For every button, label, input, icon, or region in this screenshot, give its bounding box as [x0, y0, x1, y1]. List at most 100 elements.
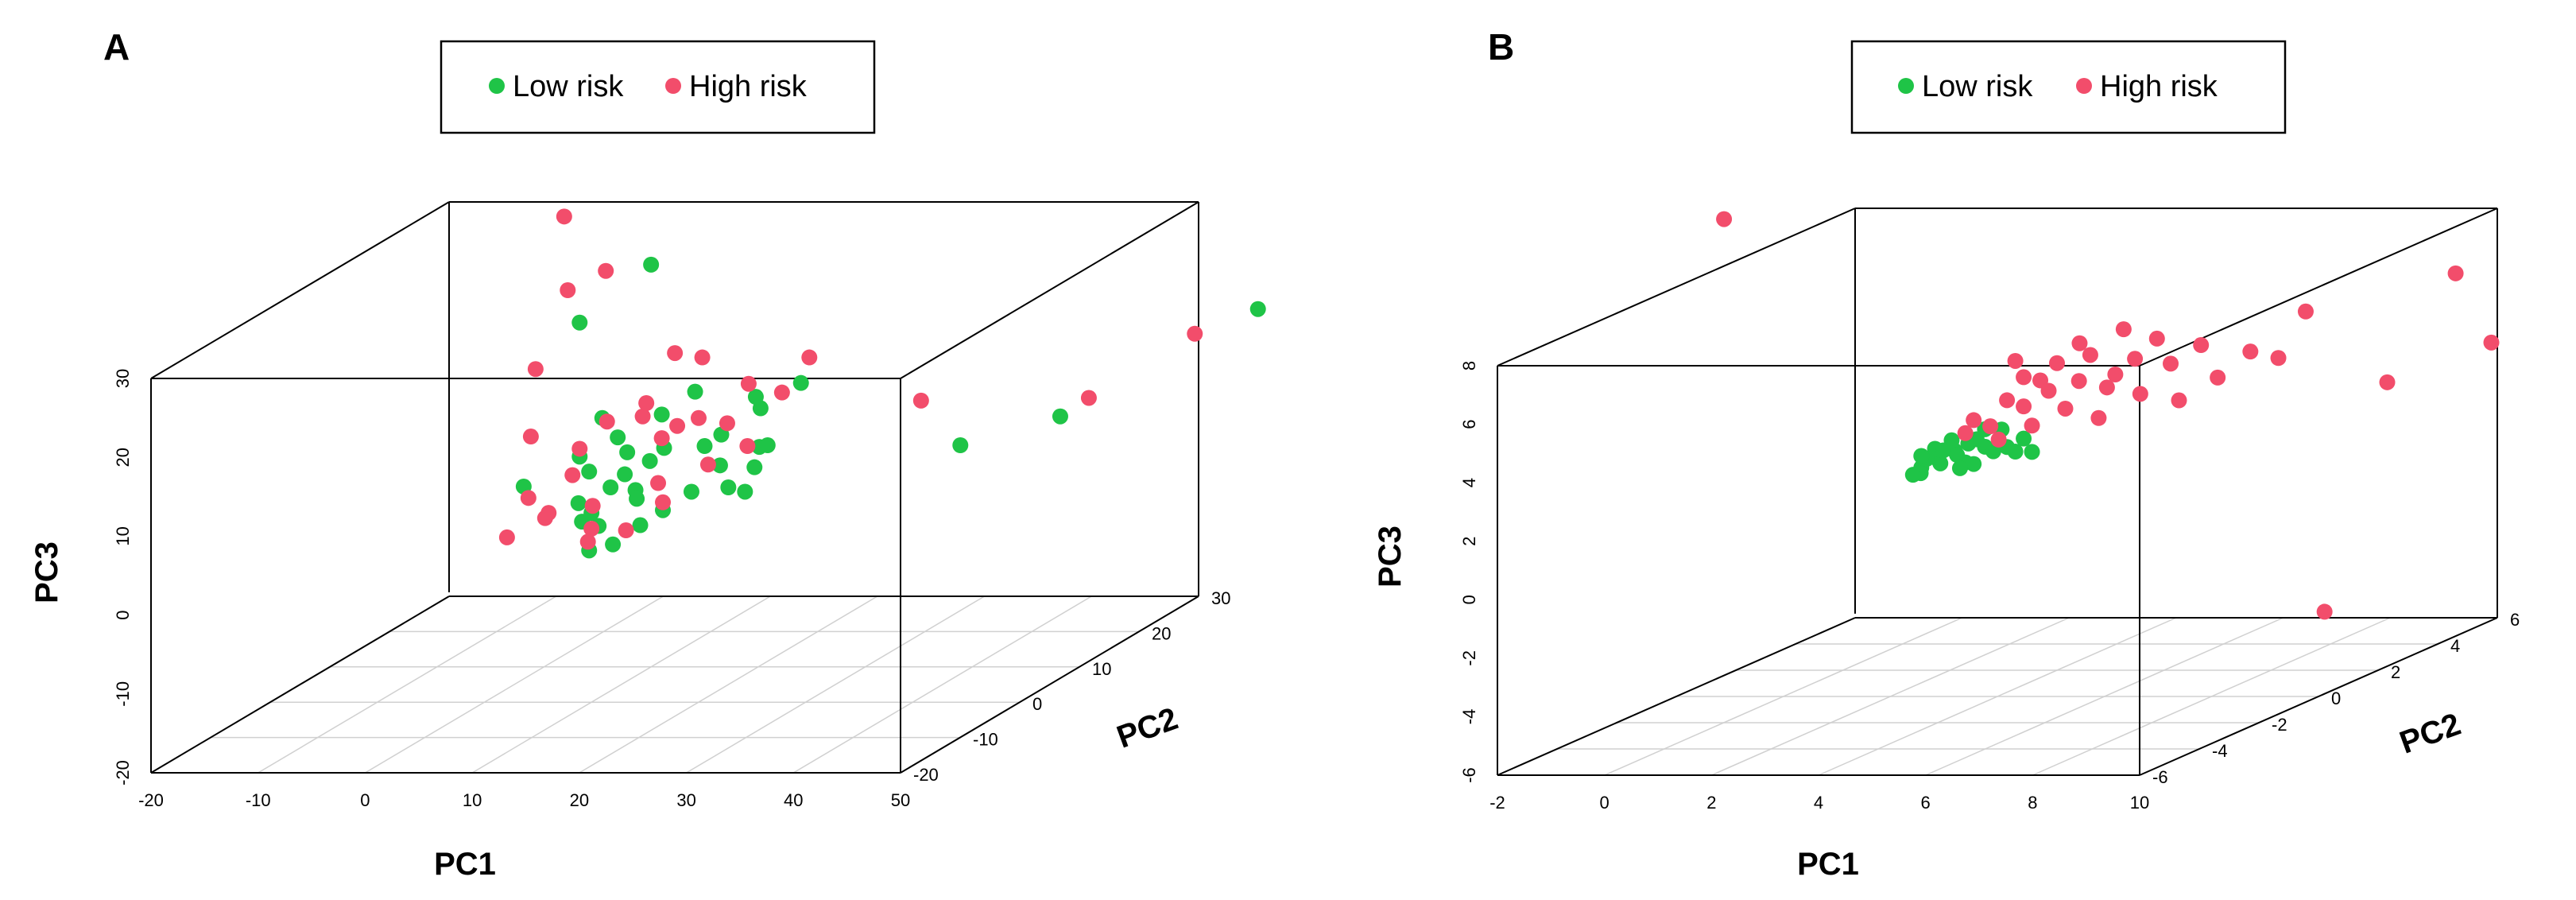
data-points: [498, 208, 1266, 559]
point-high-risk: [2007, 352, 2024, 369]
z-tick-label: 6: [2510, 610, 2520, 630]
floor-grid: [150, 595, 1199, 774]
point-low-risk: [952, 437, 969, 453]
point-low-risk: [687, 383, 703, 400]
point-high-risk: [2040, 382, 2057, 399]
z-tick-label: 20: [1152, 623, 1171, 643]
y-tick-label: 4: [1459, 478, 1479, 487]
point-low-risk: [605, 536, 622, 553]
point-high-risk: [912, 392, 929, 409]
grid-line: [365, 595, 664, 774]
point-high-risk: [1982, 418, 1999, 435]
y-tick-label: 0: [113, 610, 133, 619]
point-high-risk: [655, 494, 671, 510]
point-high-risk: [2316, 603, 2333, 620]
point-high-risk: [1080, 390, 1097, 406]
point-low-risk: [632, 517, 649, 533]
point-high-risk: [2270, 350, 2287, 367]
point-low-risk: [759, 437, 776, 453]
point-high-risk: [739, 438, 756, 455]
point-high-risk: [2193, 337, 2210, 354]
z-tick-label: 30: [1211, 588, 1230, 608]
y-tick-label: 20: [113, 448, 133, 467]
point-high-risk: [2024, 417, 2040, 434]
x-tick-label: 40: [784, 790, 803, 810]
point-high-risk: [2090, 409, 2107, 426]
point-high-risk: [2057, 400, 2074, 417]
point-low-risk: [643, 256, 660, 273]
z-tick-label: -10: [973, 730, 998, 750]
point-low-risk: [1932, 455, 1949, 471]
panel-label: B: [1488, 26, 1514, 68]
point-high-risk: [653, 430, 670, 447]
z-tick-label: 10: [1092, 659, 1111, 679]
x-tick-label: 50: [891, 790, 910, 810]
point-low-risk: [792, 374, 809, 391]
point-high-risk: [2148, 330, 2165, 347]
legend-marker-high-risk: [2076, 78, 2092, 94]
point-high-risk: [618, 522, 634, 539]
x-tick-label: 0: [1600, 793, 1610, 813]
legend-box: [440, 40, 876, 134]
point-high-risk: [638, 395, 655, 411]
panel-b: B Low risk High risk -2 0 2 4 6 8 10-6-4-20246…: [1373, 26, 2520, 882]
point-high-risk: [669, 417, 686, 434]
point-high-risk: [2115, 321, 2132, 338]
point-high-risk: [691, 409, 707, 426]
point-high-risk: [2483, 334, 2500, 351]
point-high-risk: [719, 415, 735, 432]
point-high-risk: [2242, 343, 2259, 360]
point-high-risk: [667, 345, 684, 362]
x-tick-label: 0: [360, 790, 370, 810]
point-low-risk: [1913, 448, 1930, 464]
point-high-risk: [2049, 355, 2065, 371]
point-low-risk: [683, 483, 699, 500]
point-high-risk: [560, 282, 576, 298]
point-high-risk: [584, 498, 601, 514]
point-high-risk: [2127, 351, 2144, 367]
point-high-risk: [527, 361, 544, 378]
point-high-risk: [740, 375, 757, 392]
point-high-risk: [2098, 379, 2115, 396]
point-high-risk: [540, 505, 557, 522]
point-high-risk: [2447, 265, 2464, 281]
legend-label-low-risk: Low risk: [1922, 70, 2033, 103]
point-high-risk: [1716, 211, 1733, 227]
point-high-risk: [598, 413, 615, 430]
point-high-risk: [571, 440, 588, 457]
grid-line: [792, 595, 1092, 774]
y-tick-label: -10: [113, 681, 133, 707]
point-high-risk: [773, 384, 790, 401]
floor-grid: [1497, 617, 2498, 776]
legend-label-high-risk: High risk: [689, 70, 808, 103]
z-axis-title: PC2: [2395, 707, 2465, 761]
point-high-risk: [634, 408, 651, 425]
point-high-risk: [2171, 392, 2187, 409]
point-high-risk: [1990, 431, 2007, 448]
z-tick-label: -6: [2152, 767, 2168, 787]
point-high-risk: [564, 467, 581, 483]
box-edge: [900, 595, 1199, 774]
y-tick-label: 30: [113, 369, 133, 388]
point-high-risk: [801, 349, 818, 366]
z-axis-title: PC2: [1112, 701, 1182, 755]
grid-line: [579, 595, 878, 774]
point-high-risk: [1957, 425, 1974, 441]
point-low-risk: [653, 406, 670, 423]
z-tick-label: 4: [2450, 636, 2460, 656]
x-tick-label: 8: [2028, 793, 2037, 813]
y-tick-label: -6: [1459, 767, 1479, 783]
y-tick-label: -20: [113, 760, 133, 786]
point-high-risk: [2016, 369, 2032, 386]
y-axis-title: PC3: [1373, 526, 1408, 588]
box-edge: [1497, 208, 1856, 367]
point-high-risk: [2163, 355, 2179, 372]
point-high-risk: [2107, 366, 2124, 382]
z-tick-label: -2: [2272, 715, 2287, 735]
z-tick-label: -4: [2212, 741, 2228, 761]
point-low-risk: [581, 464, 598, 480]
point-high-risk: [2070, 373, 2087, 390]
y-tick-label: 10: [113, 526, 133, 545]
